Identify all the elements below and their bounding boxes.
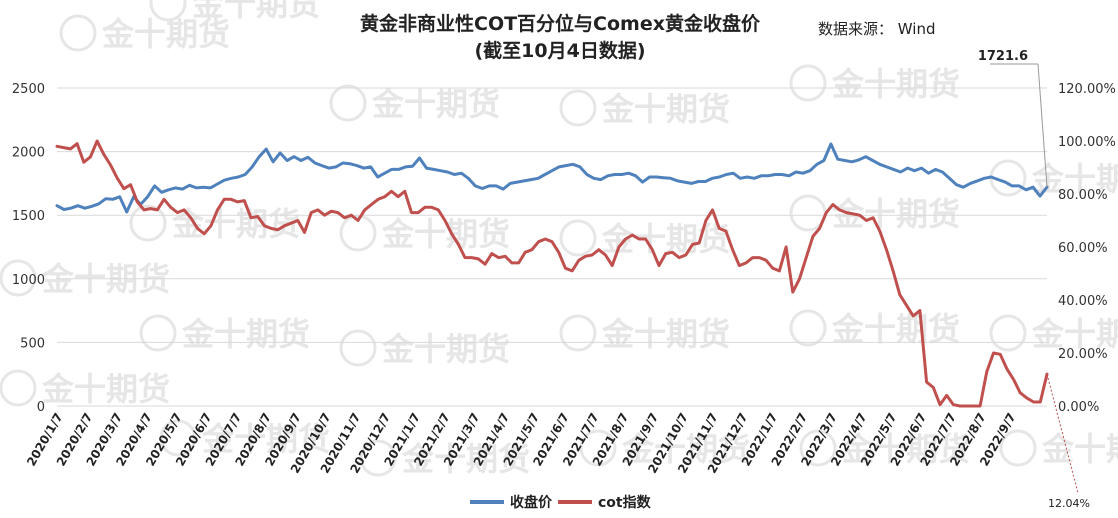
watermark-logo <box>149 0 187 22</box>
left-tick-label: 1500 <box>12 209 45 224</box>
price-callout-line <box>1037 63 1048 188</box>
price-end-label: 1721.6 <box>978 49 1028 64</box>
watermark-logo <box>0 259 37 297</box>
watermark-logo <box>159 419 197 457</box>
right-tick-label: 60.00% <box>1058 241 1108 256</box>
right-tick-label: 40.00% <box>1058 294 1108 309</box>
right-tick-label: 20.00% <box>1058 347 1108 362</box>
watermark-logo <box>339 329 377 367</box>
watermark-logo <box>559 314 597 352</box>
watermark-text: 金十期货 <box>201 420 330 458</box>
watermark-logo <box>789 64 827 102</box>
left-tick-label: 2000 <box>12 146 45 161</box>
watermark-text: 金十期货 <box>401 440 530 478</box>
watermark-logo <box>789 309 827 347</box>
watermark-logo <box>129 204 167 242</box>
watermark-text: 金十期货 <box>831 310 960 348</box>
watermark-logo <box>0 369 37 407</box>
legend-label: 收盘价 <box>510 494 553 511</box>
right-axis: 0.00% 20.00% 40.00% 60.00% 80.00% 100.00% 120.… <box>1058 82 1116 415</box>
right-tick-label: 80.00% <box>1058 188 1108 203</box>
watermark-text: 金十期货 <box>371 85 500 123</box>
watermark-logo <box>359 439 397 477</box>
watermark-text: 金十期货 <box>41 370 170 408</box>
legend-label: cot指数 <box>598 494 652 511</box>
watermark-text: 金十期货 <box>601 220 730 258</box>
watermark-text: 金十期货 <box>181 315 310 353</box>
left-axis: 0 500 1000 1500 2000 2500 <box>12 82 45 415</box>
watermark-logo <box>559 89 597 127</box>
watermark-text: 金十期货 <box>601 315 730 353</box>
watermark-logo <box>329 84 367 122</box>
watermark-text: 金十期货 <box>601 90 730 128</box>
watermark-text: 金十期货 <box>191 0 320 23</box>
cot-end-label: 12.04% <box>1048 497 1090 510</box>
left-tick-label: 0 <box>37 400 45 415</box>
gridlines <box>57 87 1047 407</box>
chart-title-line1: 黄金非商业性COT百分位与Comex黄金收盘价 <box>360 12 761 35</box>
right-tick-label: 120.00% <box>1058 82 1116 97</box>
right-tick-label: 0.00% <box>1058 400 1099 415</box>
left-tick-label: 500 <box>20 336 45 351</box>
right-tick-label: 100.00% <box>1058 135 1116 150</box>
series-layer <box>55 139 1049 408</box>
watermark-text: 金十期货 <box>1031 315 1118 353</box>
watermark-text: 金十期货 <box>101 15 230 53</box>
watermark-logo <box>339 214 377 252</box>
watermark-logo <box>999 429 1037 467</box>
left-tick-label: 1000 <box>12 273 45 288</box>
watermark-logo <box>989 314 1027 352</box>
annotations: 1721.6 12.04% <box>978 49 1090 510</box>
watermark-text: 金十期货 <box>621 430 750 468</box>
watermark-logo <box>59 14 97 52</box>
watermark-logo <box>559 219 597 257</box>
data-source: 数据来源： Wind <box>818 20 935 38</box>
watermark-text: 金十期货 <box>831 65 960 103</box>
watermark-text: 金十期货 <box>1041 430 1118 468</box>
chart-title-line2: (截至10月4日数据) <box>474 39 645 62</box>
watermark-logo <box>139 314 177 352</box>
series-line-cot <box>55 139 1049 408</box>
watermark-logo <box>799 429 837 467</box>
left-tick-label: 2500 <box>12 82 45 97</box>
watermark-text: 金十期货 <box>381 330 510 368</box>
watermark-logo <box>579 429 617 467</box>
cot-callout-line <box>1046 373 1079 494</box>
series-line-price <box>55 142 1049 214</box>
legend: 收盘价 cot指数 <box>470 494 652 511</box>
watermark-text: 金十期货 <box>841 430 970 468</box>
watermark-text: 金十期货 <box>171 205 300 243</box>
